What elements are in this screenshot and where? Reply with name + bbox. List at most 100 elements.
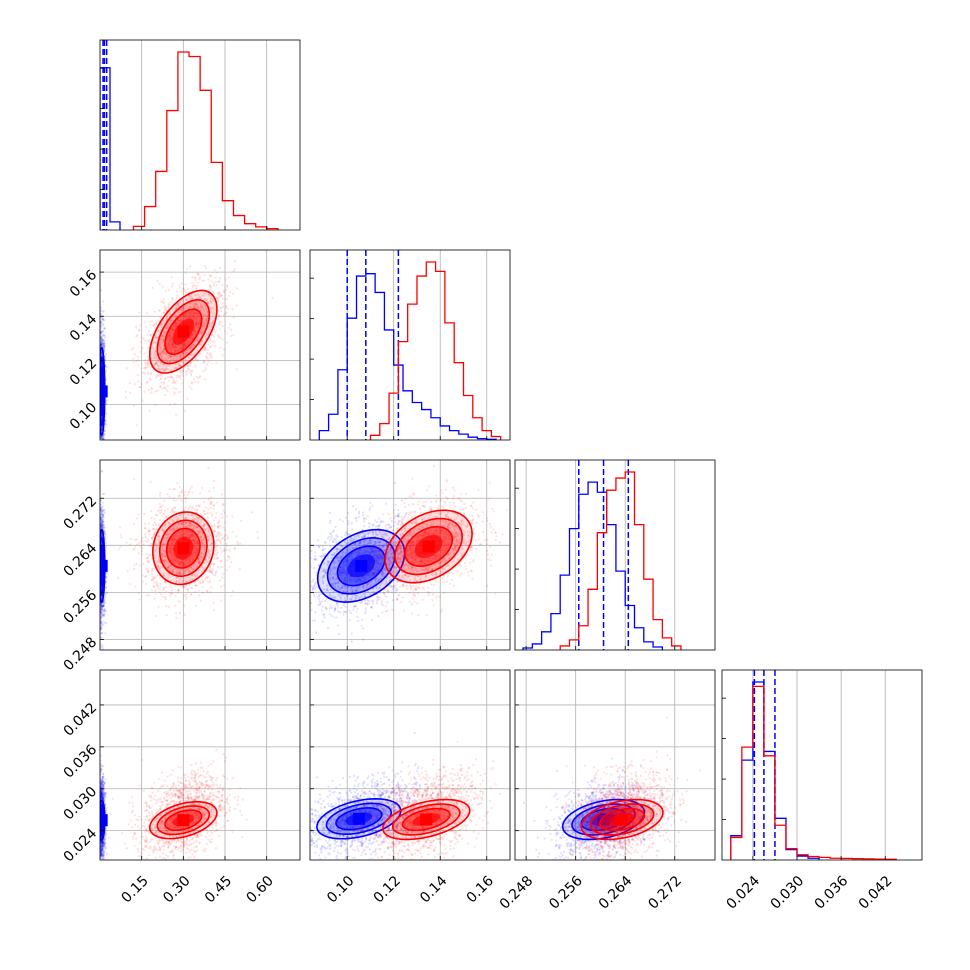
scatter-point (100, 626, 103, 629)
histogram-1-2 (559, 471, 682, 650)
scatter-point (100, 842, 103, 845)
scatter-point (100, 499, 102, 502)
scatter-point (103, 441, 105, 443)
scatter-point (100, 768, 103, 771)
scatter-point (103, 450, 105, 452)
scatter-point (103, 346, 106, 349)
scatter-point (369, 501, 372, 504)
scatter-point (100, 848, 102, 851)
scatter-point (101, 523, 104, 526)
scatter-point (101, 444, 103, 446)
scatter-point (390, 591, 394, 594)
scatter-point (405, 511, 408, 515)
scatter-point (100, 523, 103, 526)
scatter-point (100, 442, 102, 444)
scatter-point (100, 608, 102, 611)
scatter-point (100, 535, 103, 538)
scatter-point (102, 509, 105, 512)
scatter-point (104, 847, 107, 850)
scatter-point (100, 872, 102, 874)
scatter-point (102, 604, 105, 607)
scatter-point (100, 604, 103, 607)
scatter-point (103, 798, 106, 802)
scatter-point (101, 843, 104, 847)
scatter-point (102, 455, 104, 457)
scatter-point (105, 878, 107, 880)
scatter-point (314, 611, 317, 614)
scatter-point (100, 509, 102, 512)
scatter-point (101, 330, 104, 333)
scatter-point (101, 343, 104, 346)
scatter-point (103, 429, 106, 432)
scatter-point (103, 334, 106, 337)
scatter-point (100, 524, 102, 527)
scatter-point (100, 792, 103, 795)
scatter-point (101, 845, 104, 848)
scatter-point (397, 508, 400, 512)
scatter-point (101, 797, 104, 800)
scatter-point (103, 608, 106, 611)
scatter-point (102, 347, 106, 350)
scatter-point (100, 322, 103, 325)
scatter-point (100, 786, 103, 789)
scatter-point (380, 600, 383, 603)
scatter-point (100, 616, 102, 619)
scatter-point (107, 836, 110, 840)
scatter-point (100, 781, 103, 784)
scatter-point (99, 458, 101, 460)
scatter-point (104, 609, 107, 612)
scatter-point (100, 612, 103, 615)
scatter-point (101, 310, 104, 313)
scatter-point (100, 854, 102, 858)
scatter-point (101, 444, 103, 446)
scatter-point (105, 452, 107, 454)
scatter-point (100, 607, 103, 610)
scatter-point (100, 783, 103, 786)
scatter-point (102, 854, 105, 857)
scatter-point (293, 568, 295, 570)
scatter-point (101, 842, 104, 845)
scatter-point (104, 538, 107, 541)
scatter-point (100, 783, 103, 787)
scatter-point (101, 786, 104, 789)
scatter-point (100, 603, 102, 606)
scatter-point (393, 521, 396, 524)
scatter-point (103, 791, 106, 794)
scatter-point (103, 843, 106, 847)
scatter-point (100, 853, 103, 856)
scatter-point (100, 507, 102, 510)
scatter-point (100, 782, 103, 785)
scatter-point (277, 572, 279, 574)
scatter-point (101, 329, 104, 333)
scatter-point (100, 835, 103, 839)
scatter-point (102, 797, 105, 800)
scatter-point (101, 777, 104, 781)
scatter-point (100, 338, 103, 341)
scatter-point (314, 581, 317, 584)
scatter-point (101, 520, 104, 523)
scatter-point (357, 516, 360, 519)
scatter-point (101, 467, 103, 469)
scatter-point (102, 345, 105, 348)
panel-3-0 (100, 670, 300, 860)
scatter-point (104, 802, 107, 805)
scatter-point (102, 322, 105, 325)
scatter-point (100, 345, 102, 348)
scatter-point (100, 778, 103, 781)
scatter-point (102, 604, 105, 607)
scatter-point (100, 354, 103, 357)
scatter-point (99, 862, 101, 864)
scatter-point (348, 619, 351, 622)
scatter-point (100, 793, 103, 796)
scatter-point (348, 609, 351, 612)
scatter-point (100, 336, 104, 339)
scatter-point (101, 526, 104, 529)
scatter-point (323, 616, 326, 619)
scatter-point (100, 343, 102, 346)
scatter-point (100, 794, 103, 797)
scatter-point (102, 781, 105, 784)
scatter-point (100, 611, 103, 615)
scatter-point (100, 847, 102, 850)
scatter-point (100, 862, 102, 864)
scatter-point (103, 511, 107, 514)
